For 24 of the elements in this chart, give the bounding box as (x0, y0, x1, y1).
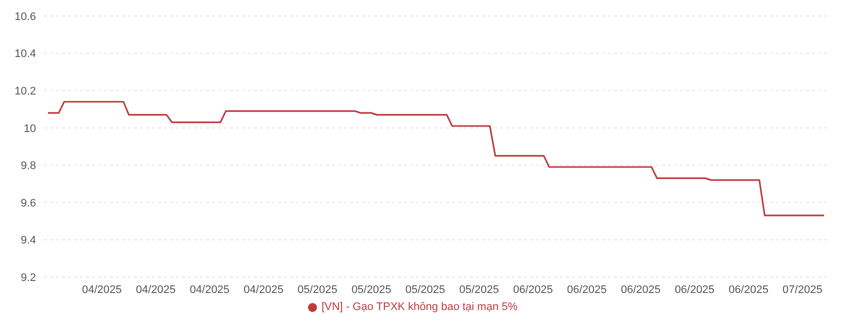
y-tick-label: 9.2 (20, 272, 36, 284)
y-tick-label: 10 (24, 122, 36, 135)
x-tick-label: 04/2025 (136, 284, 176, 296)
line-series (47, 100, 825, 216)
x-tick-label: 06/2025 (728, 284, 768, 296)
x-tick-label: 06/2025 (513, 284, 553, 296)
x-tick-label: 05/2025 (459, 284, 499, 296)
x-tick-label: 07/2025 (782, 284, 822, 296)
y-tick-label: 9.6 (20, 197, 36, 210)
x-tick-label: 05/2025 (405, 284, 446, 296)
legend-label: [VN] - Gạo TPXK không bao tại mạn 5% (321, 301, 518, 313)
x-tick-label: 04/2025 (190, 284, 230, 296)
y-tick-label: 9.8 (20, 160, 36, 172)
x-tick-label: 06/2025 (567, 284, 607, 296)
y-tick-label: 10.2 (14, 85, 36, 98)
y-tick-label: 9.4 (20, 234, 36, 247)
x-tick-label: 06/2025 (620, 284, 661, 296)
y-tick-label: 10.6 (14, 10, 36, 23)
x-tick-label: 06/2025 (674, 284, 715, 296)
x-tick-label: 04/2025 (82, 284, 122, 296)
x-tick-label: 04/2025 (244, 284, 284, 296)
x-tick-label: 05/2025 (298, 284, 338, 296)
x-tick-label: 05/2025 (351, 284, 392, 296)
y-tick-label: 10.4 (14, 48, 36, 60)
